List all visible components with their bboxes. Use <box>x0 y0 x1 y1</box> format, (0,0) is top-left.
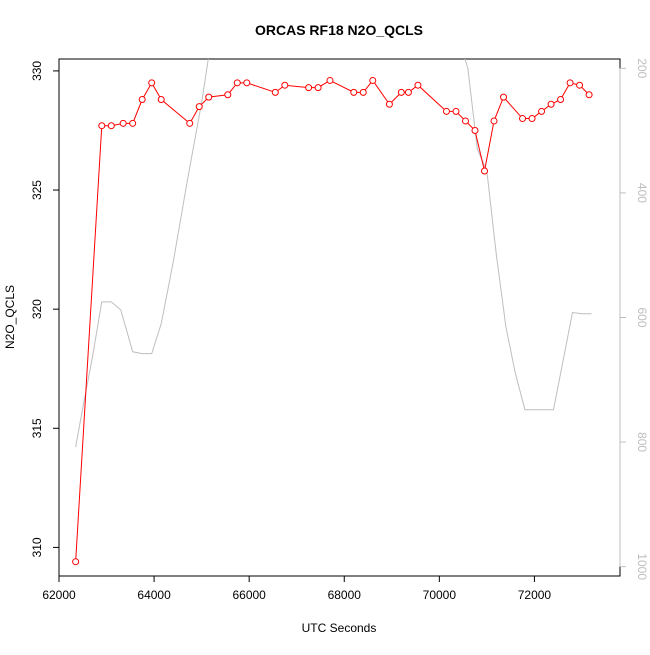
data-point <box>205 93 213 101</box>
data-point <box>98 122 106 130</box>
x-tick-label: 62000 <box>42 588 76 602</box>
data-point <box>471 126 479 134</box>
y-tick-label: 330 <box>30 61 44 81</box>
x-tick-label: 66000 <box>232 588 266 602</box>
data-point <box>538 107 546 115</box>
y-tick-label: 325 <box>30 180 44 200</box>
data-point <box>461 117 469 125</box>
data-point <box>397 88 405 96</box>
data-point <box>442 107 450 115</box>
data-point <box>566 79 574 87</box>
data-point <box>500 93 508 101</box>
y-tick-label: 315 <box>30 418 44 438</box>
y2-tick-label: 600 <box>635 307 649 327</box>
data-point <box>404 88 412 96</box>
primary-series-line <box>75 79 590 562</box>
y-axis-title: N2O_QCLS <box>3 285 17 349</box>
data-point <box>305 84 313 92</box>
data-point <box>138 96 146 104</box>
data-point <box>233 79 241 87</box>
data-point <box>585 91 593 99</box>
data-point <box>350 88 358 96</box>
data-point <box>314 84 322 92</box>
y-tick-label: 310 <box>30 537 44 557</box>
data-point <box>195 103 203 111</box>
data-point <box>326 76 334 84</box>
data-point <box>243 79 251 87</box>
y2-tick-label: 1000 <box>635 553 649 580</box>
y2-tick-label: 200 <box>635 58 649 78</box>
data-point <box>119 119 127 127</box>
data-point <box>359 88 367 96</box>
secondary-series-line <box>75 59 592 448</box>
primary-series-layer <box>72 76 593 566</box>
data-point <box>557 96 565 104</box>
data-point <box>481 167 489 175</box>
data-point <box>519 115 527 123</box>
x-tick-label: 70000 <box>423 588 457 602</box>
data-point <box>452 107 460 115</box>
x-tick-label: 68000 <box>328 588 362 602</box>
y-tick-label: 320 <box>30 299 44 319</box>
axes-layer: 62000 64000 66000 68000 70000 72000 310 315 320 3… <box>30 58 649 602</box>
x-tick-label: 64000 <box>137 588 171 602</box>
data-point <box>369 76 377 84</box>
chart-title: ORCAS RF18 N2O_QCLS <box>255 22 423 38</box>
data-point <box>186 119 194 127</box>
data-point <box>107 122 115 130</box>
y2-tick-label: 400 <box>635 183 649 203</box>
data-point <box>414 81 422 89</box>
data-point <box>271 88 279 96</box>
data-point <box>157 96 165 104</box>
data-point <box>224 91 232 99</box>
data-point <box>281 81 289 89</box>
y2-tick-label: 800 <box>635 432 649 452</box>
plot-frame <box>58 58 621 577</box>
secondary-series-layer <box>75 59 592 448</box>
data-point <box>385 100 393 108</box>
data-point <box>528 115 536 123</box>
x-axis-title: UTC Seconds <box>302 621 377 635</box>
x-tick-label: 72000 <box>518 588 552 602</box>
data-point <box>129 119 137 127</box>
data-point <box>576 81 584 89</box>
data-point <box>547 100 555 108</box>
data-point <box>72 558 80 566</box>
data-point <box>490 117 498 125</box>
data-point <box>148 79 156 87</box>
